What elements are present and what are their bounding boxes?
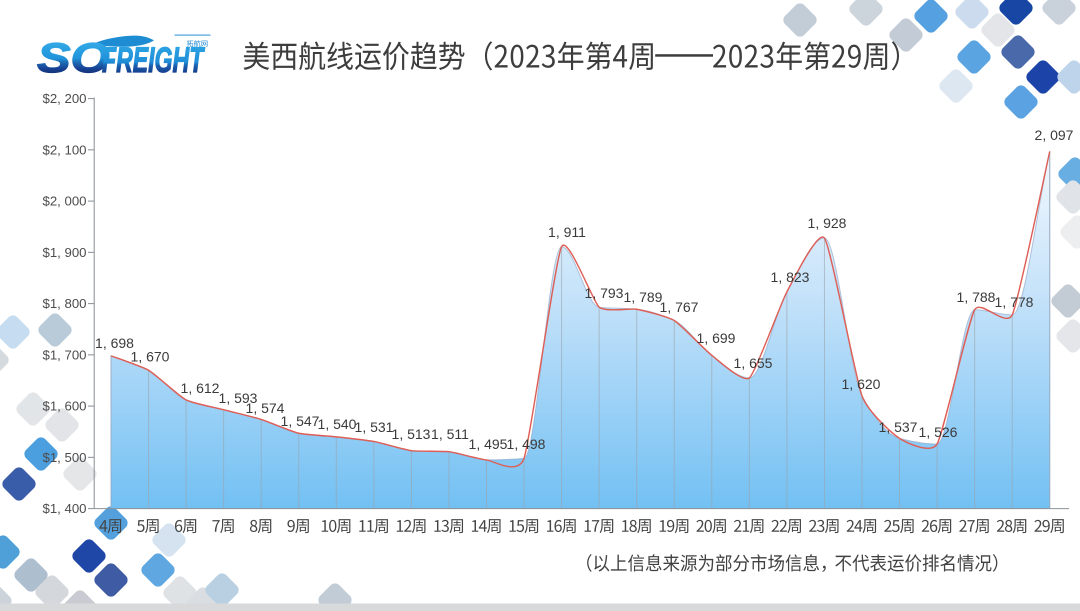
svg-text:1, 537: 1, 537 xyxy=(879,419,918,435)
svg-text:2, 097: 2, 097 xyxy=(1035,127,1074,143)
svg-text:1, 531: 1, 531 xyxy=(355,419,394,435)
svg-text:1, 778: 1, 778 xyxy=(995,294,1034,310)
svg-text:1, 655: 1, 655 xyxy=(734,355,773,371)
svg-text:1, 670: 1, 670 xyxy=(131,348,170,364)
svg-text:$1, 500: $1, 500 xyxy=(43,450,87,465)
svg-text:1, 789: 1, 789 xyxy=(624,289,663,305)
svg-text:$2, 100: $2, 100 xyxy=(43,142,87,157)
svg-text:1, 511: 1, 511 xyxy=(431,426,469,442)
svg-text:1, 612: 1, 612 xyxy=(181,380,220,396)
svg-text:1, 620: 1, 620 xyxy=(842,376,881,392)
svg-text:1, 788: 1, 788 xyxy=(957,289,996,305)
svg-text:1, 574: 1, 574 xyxy=(246,400,285,416)
svg-text:FREIGHT: FREIGHT xyxy=(102,41,206,80)
svg-text:1, 526: 1, 526 xyxy=(919,424,958,440)
svg-text:SO: SO xyxy=(37,34,110,81)
svg-text:1, 823: 1, 823 xyxy=(771,269,810,285)
svg-text:$2, 000: $2, 000 xyxy=(43,194,87,209)
svg-text:1, 540: 1, 540 xyxy=(318,416,357,432)
svg-text:$1, 700: $1, 700 xyxy=(43,347,87,362)
svg-text:1, 911: 1, 911 xyxy=(548,224,586,240)
svg-text:1, 793: 1, 793 xyxy=(585,285,624,301)
svg-text:$1, 800: $1, 800 xyxy=(43,296,87,311)
svg-text:1, 547: 1, 547 xyxy=(281,413,320,429)
svg-text:$1, 400: $1, 400 xyxy=(43,501,87,516)
svg-text:1, 498: 1, 498 xyxy=(507,436,546,452)
svg-text:$1, 900: $1, 900 xyxy=(43,245,87,260)
svg-text:$2, 200: $2, 200 xyxy=(43,91,87,106)
svg-text:1, 699: 1, 699 xyxy=(697,330,736,346)
svg-text:1, 767: 1, 767 xyxy=(660,299,699,315)
svg-text:1, 495: 1, 495 xyxy=(469,436,508,452)
svg-text:1, 513: 1, 513 xyxy=(392,426,431,442)
svg-text:1, 593: 1, 593 xyxy=(219,390,258,406)
svg-text:$1, 600: $1, 600 xyxy=(43,399,87,414)
svg-text:1, 928: 1, 928 xyxy=(808,215,847,231)
svg-text:1, 698: 1, 698 xyxy=(95,335,134,351)
